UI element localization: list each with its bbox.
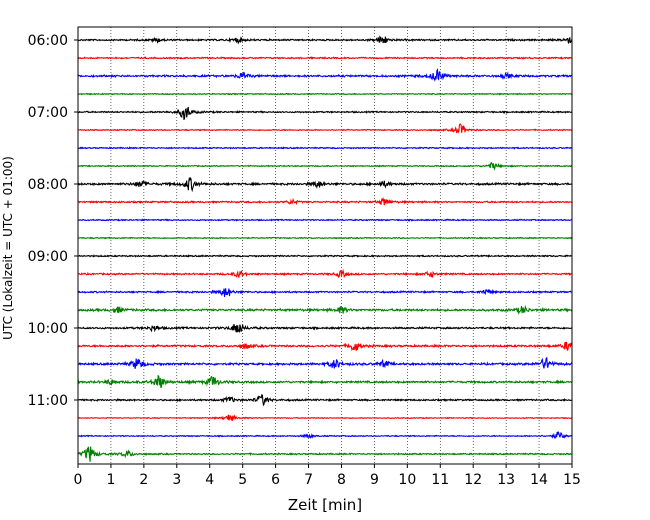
y-axis-label: UTC (Lokalzeit = UTC + 01:00): [1, 156, 15, 340]
x-tick-label: 1: [106, 472, 115, 488]
trace-1045: [77, 374, 573, 389]
x-tick-label: 13: [497, 472, 515, 488]
x-tick-label: 6: [271, 472, 280, 488]
trace-0730: [77, 146, 573, 150]
trace-1030: [77, 356, 573, 369]
trace-0930: [77, 288, 573, 298]
y-tick-label: 09:00: [28, 249, 68, 265]
trace-0800: [77, 176, 573, 193]
x-tick-label: 2: [139, 472, 148, 488]
trace-1100: [77, 393, 573, 407]
trace-0830: [77, 218, 573, 222]
y-tick-label: 11:00: [28, 393, 68, 409]
x-tick-label: 5: [238, 472, 247, 488]
seismic-traces: [77, 35, 573, 462]
trace-0900: [77, 254, 573, 258]
x-tick-label: 4: [205, 472, 214, 488]
trace-0700: [77, 106, 573, 120]
trace-0915: [77, 268, 573, 279]
plot-frame: [77, 26, 573, 465]
trace-0945: [77, 304, 573, 316]
x-tick-label: 10: [398, 472, 416, 488]
x-tick-label: 3: [172, 472, 181, 488]
x-axis-label: Zeit [min]: [288, 496, 362, 514]
y-axis-ticks: 06:00 07:00 08:00 09:00 10:00 11:00: [28, 33, 78, 409]
x-tick-label: 9: [370, 472, 379, 488]
x-tick-label: 14: [530, 472, 548, 488]
y-tick-label: 07:00: [28, 105, 68, 121]
x-tick-label: 11: [431, 472, 449, 488]
x-tick-label: 15: [563, 472, 581, 488]
trace-1015: [77, 341, 573, 351]
trace-0600: [77, 35, 573, 45]
x-tick-label: 8: [337, 472, 346, 488]
trace-0745: [77, 161, 573, 171]
trace-1130: [77, 431, 573, 440]
y-tick-label: 08:00: [28, 177, 68, 193]
vertical-grid: [110, 27, 540, 464]
x-tick-label: 0: [74, 472, 83, 488]
trace-0815: [77, 196, 573, 206]
x-tick-label: 12: [464, 472, 482, 488]
trace-0645: [77, 92, 573, 96]
trace-0630: [77, 68, 573, 82]
trace-0615: [77, 56, 573, 60]
trace-1145: [77, 446, 573, 462]
trace-0715: [77, 123, 573, 134]
trace-1115: [77, 414, 573, 422]
trace-0845: [77, 236, 573, 240]
x-tick-label: 7: [304, 472, 313, 488]
trace-1000: [77, 324, 573, 333]
x-axis-ticks: 0 1 2 3 4 5 6 7 8 9 10 11 12 13 14 15: [74, 464, 581, 488]
y-tick-label: 06:00: [28, 33, 68, 49]
y-tick-label: 10:00: [28, 321, 68, 337]
